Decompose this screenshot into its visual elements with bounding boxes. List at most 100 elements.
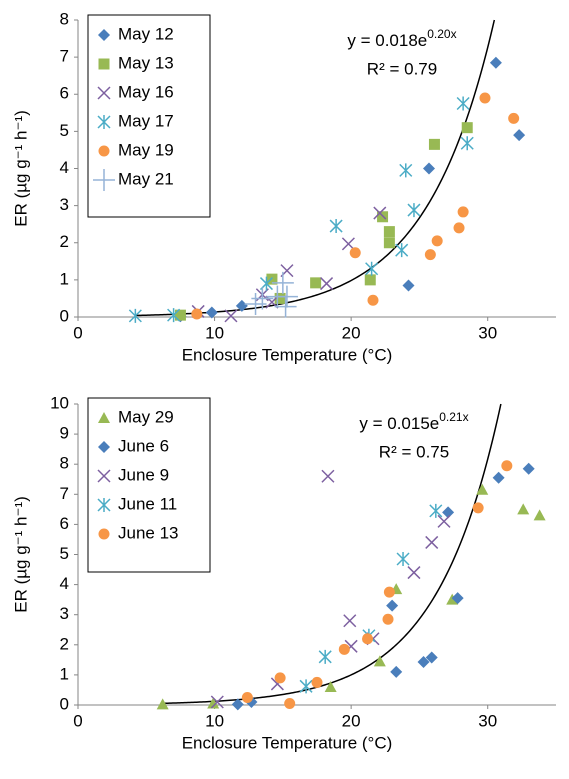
- marker: [429, 503, 443, 518]
- marker-shape: [231, 698, 244, 711]
- marker: [399, 163, 413, 178]
- y-tick-label: 7: [60, 484, 69, 503]
- marker-shape: [390, 665, 403, 678]
- y-tick-label: 6: [60, 514, 69, 533]
- marker: [386, 599, 399, 612]
- marker-shape: [97, 469, 111, 483]
- marker-shape: [373, 655, 386, 667]
- marker-shape: [235, 299, 248, 312]
- marker: [320, 277, 334, 291]
- marker-shape: [479, 92, 491, 104]
- y-tick-label: 7: [60, 47, 69, 66]
- legend-label: May 21: [118, 169, 174, 188]
- marker-shape: [156, 698, 169, 710]
- marker-shape: [402, 279, 415, 292]
- marker: [235, 299, 248, 312]
- legend-label: June 11: [118, 494, 177, 513]
- marker: [97, 115, 111, 129]
- marker-shape: [224, 309, 238, 323]
- marker-shape: [205, 306, 218, 319]
- marker-shape: [329, 219, 343, 234]
- marker: [451, 592, 464, 605]
- marker: [156, 698, 169, 710]
- y-tick-label: 3: [60, 604, 69, 623]
- marker: [341, 237, 355, 251]
- y-tick-label: 3: [60, 195, 69, 214]
- marker: [167, 308, 181, 323]
- marker-shape: [508, 112, 520, 124]
- marker: [98, 412, 110, 423]
- marker-shape: [97, 498, 111, 512]
- marker: [407, 566, 421, 580]
- marker: [98, 145, 110, 157]
- y-tick-label: 4: [60, 158, 69, 177]
- marker-shape: [318, 649, 332, 664]
- marker-shape: [98, 528, 110, 540]
- marker: [373, 206, 387, 220]
- marker-shape: [492, 471, 505, 484]
- marker: [425, 535, 439, 549]
- y-tick-label: 4: [60, 574, 69, 593]
- marker: [224, 309, 238, 323]
- equation-exponent: 0.20x: [427, 27, 456, 41]
- marker: [98, 58, 110, 70]
- marker: [191, 308, 203, 320]
- marker: [522, 462, 535, 475]
- legend-label: June 9: [118, 465, 169, 484]
- legend: May 12 May 13 May 16 May 17 May 19 May 21: [87, 14, 211, 218]
- marker: [461, 122, 473, 134]
- x-tick-label: 10: [205, 711, 224, 730]
- marker: [329, 219, 343, 234]
- marker: [311, 676, 323, 688]
- marker: [98, 29, 110, 41]
- marker-shape: [299, 679, 313, 694]
- marker-shape: [501, 460, 513, 472]
- y-tick-label: 5: [60, 544, 69, 563]
- marker-shape: [274, 295, 297, 318]
- x-tick-label: 10: [205, 323, 224, 342]
- marker-shape: [271, 271, 294, 294]
- marker: [321, 469, 335, 483]
- marker: [174, 309, 186, 321]
- marker-shape: [460, 136, 474, 151]
- marker-shape: [442, 506, 455, 519]
- marker: [98, 441, 110, 453]
- marker: [446, 593, 459, 605]
- trendline-equation: y = 0.015e0.21x: [359, 410, 468, 433]
- marker-shape: [456, 96, 470, 111]
- marker-shape: [451, 592, 464, 605]
- marker-shape: [461, 122, 473, 134]
- marker: [460, 136, 474, 151]
- marker-shape: [98, 29, 110, 41]
- marker: [402, 279, 415, 292]
- equation-base: y = 0.015e: [359, 414, 439, 433]
- marker: [284, 697, 296, 709]
- marker-shape: [98, 412, 110, 423]
- marker: [97, 498, 111, 512]
- x-tick-label: 20: [342, 711, 361, 730]
- y-tick-label: 5: [60, 121, 69, 140]
- marker: [395, 243, 409, 258]
- marker: [241, 691, 253, 703]
- marker-shape: [476, 483, 489, 495]
- marker-shape: [274, 672, 286, 684]
- marker-shape: [453, 222, 465, 234]
- marker: [274, 672, 286, 684]
- marker-shape: [422, 162, 435, 175]
- marker: [271, 271, 294, 294]
- marker-shape: [174, 309, 186, 321]
- marker: [362, 633, 374, 645]
- y-axis-title: ER (µg g⁻¹ h⁻¹): [11, 110, 30, 227]
- marker: [431, 235, 443, 247]
- marker: [513, 129, 526, 142]
- marker-shape: [399, 163, 413, 178]
- marker: [205, 306, 218, 319]
- marker-shape: [437, 514, 451, 528]
- legend-label: June 13: [118, 523, 179, 542]
- y-tick-label: 6: [60, 84, 69, 103]
- marker-shape: [210, 695, 224, 709]
- legend-box: [87, 397, 211, 573]
- marker-shape: [367, 294, 379, 306]
